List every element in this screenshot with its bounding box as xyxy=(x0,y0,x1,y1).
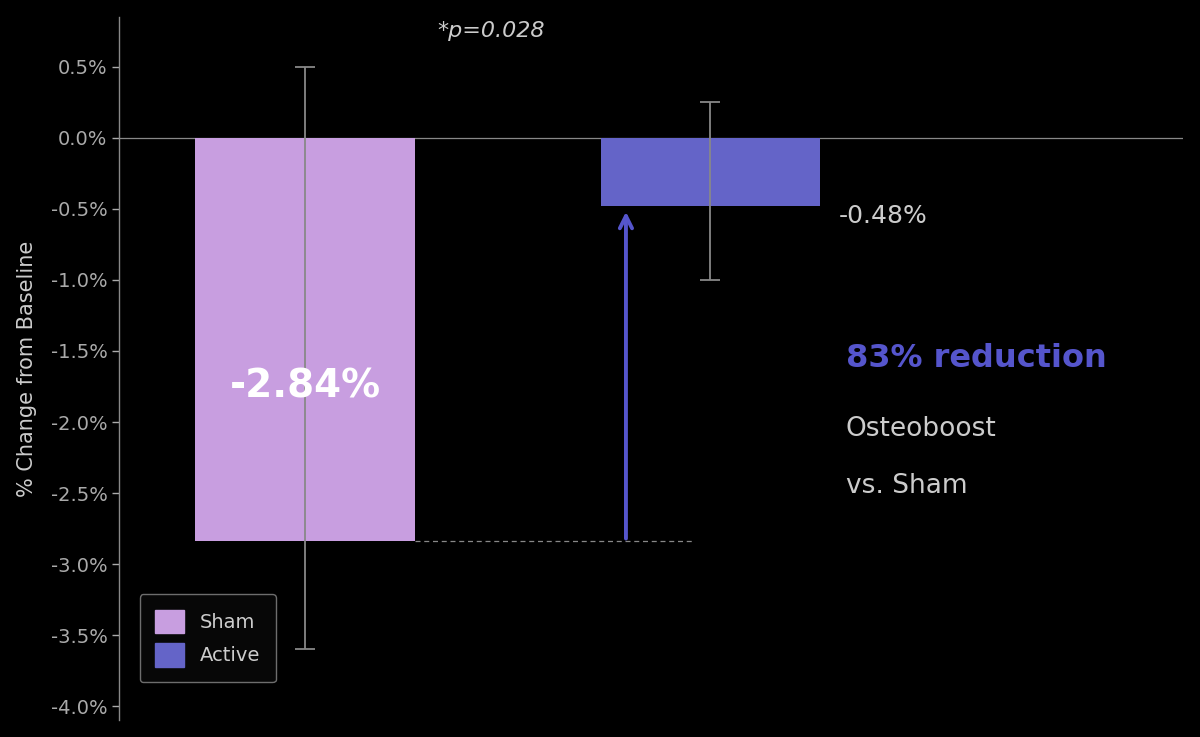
Y-axis label: % Change from Baseline: % Change from Baseline xyxy=(17,240,37,497)
Text: -2.84%: -2.84% xyxy=(229,368,380,405)
Bar xyxy=(196,138,415,541)
Text: *p=0.028: *p=0.028 xyxy=(437,21,545,41)
Bar xyxy=(601,138,820,206)
Legend: Sham, Active: Sham, Active xyxy=(139,594,276,682)
Text: vs. Sham: vs. Sham xyxy=(846,473,967,499)
Text: Osteoboost: Osteoboost xyxy=(846,416,996,442)
Text: 83% reduction: 83% reduction xyxy=(846,343,1106,374)
Text: -0.48%: -0.48% xyxy=(839,204,928,228)
